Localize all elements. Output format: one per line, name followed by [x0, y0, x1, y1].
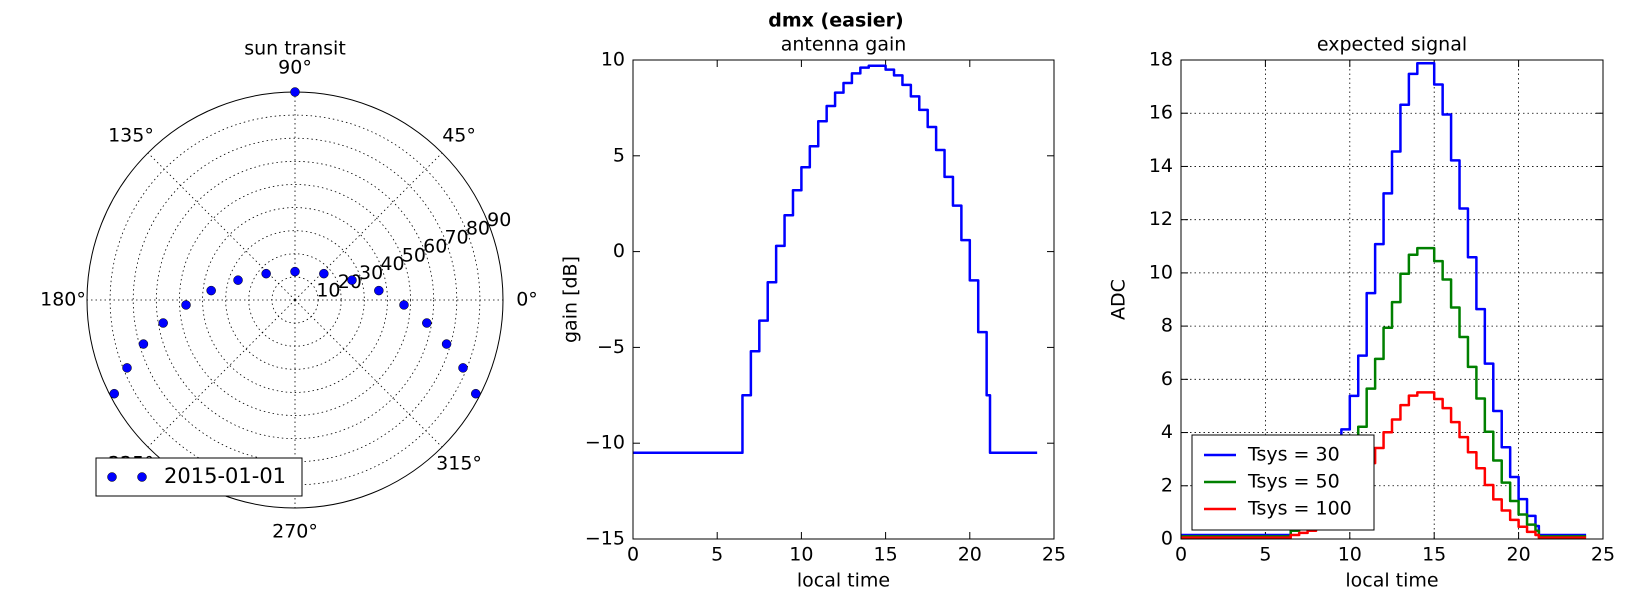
axes-frame — [632, 59, 1055, 540]
legend-label: Tsys = 30 — [1247, 444, 1340, 466]
x-tick-label: 25 — [1591, 544, 1615, 566]
grid-circle — [132, 137, 458, 463]
grid-circle — [202, 207, 388, 393]
data-point — [181, 300, 191, 310]
data-point — [399, 300, 409, 310]
y-tick-label: 6 — [1161, 368, 1173, 390]
x-tick-label: 10 — [1338, 544, 1362, 566]
data-point — [109, 388, 119, 399]
data-point — [458, 363, 468, 373]
r-tick-label: 80 — [466, 218, 490, 240]
grid-spoke — [147, 152, 296, 301]
theta-tick-label: 180° — [40, 289, 86, 311]
r-tick-label: 10 — [316, 280, 340, 302]
r-tick-label: 70 — [444, 227, 468, 249]
grid-circle — [155, 160, 435, 440]
legend-box — [95, 457, 303, 497]
y-axis-label: gain [dB] — [560, 256, 582, 343]
y-tick-label: 10 — [601, 49, 625, 71]
data-point — [138, 339, 149, 349]
data-point — [422, 318, 432, 328]
y-tick-label: 10 — [1149, 261, 1173, 283]
data-point — [441, 339, 452, 349]
chart-title: sun transit — [244, 38, 346, 60]
data-point — [122, 363, 132, 373]
data-line — [633, 64, 1038, 455]
y-tick-label: −5 — [597, 336, 625, 358]
x-axis-label: local time — [797, 570, 890, 592]
theta-tick-label: 315° — [436, 453, 482, 475]
y-axis-label: ADC — [1108, 279, 1130, 320]
theta-tick-label: 45° — [442, 124, 476, 146]
data-point — [471, 388, 481, 399]
grid-spoke — [294, 152, 443, 301]
y-tick-label: −10 — [585, 432, 625, 454]
grid-circle — [225, 230, 365, 370]
legend-label: Tsys = 100 — [1247, 498, 1352, 520]
x-axis-label: local time — [1345, 570, 1438, 592]
y-tick-label: 16 — [1149, 102, 1173, 124]
legend-marker — [137, 472, 147, 482]
y-tick-label: 2 — [1161, 474, 1173, 496]
r-tick-label: 30 — [359, 262, 383, 284]
legend-marker — [107, 472, 117, 482]
x-tick-label: 0 — [627, 544, 639, 566]
data-point — [233, 275, 243, 285]
r-tick-label: 90 — [487, 209, 511, 231]
data-point — [290, 266, 300, 277]
axes-frame — [1180, 59, 1604, 540]
x-tick-label: 20 — [1507, 544, 1531, 566]
r-tick-label: 50 — [402, 244, 426, 266]
chart-title: expected signal — [1317, 34, 1467, 56]
grid-spoke — [294, 299, 443, 448]
x-tick-label: 25 — [1042, 544, 1066, 566]
y-tick-label: 5 — [613, 144, 625, 166]
x-tick-label: 15 — [1422, 544, 1446, 566]
theta-tick-label: 0° — [516, 289, 538, 311]
r-tick-label: 60 — [423, 235, 447, 257]
data-point — [261, 268, 271, 279]
y-tick-label: −15 — [585, 528, 625, 550]
legend-label: Tsys = 50 — [1247, 471, 1340, 493]
data-point — [158, 318, 168, 328]
x-tick-label: 15 — [874, 544, 898, 566]
theta-tick-label: 90° — [278, 57, 312, 79]
data-point — [347, 275, 357, 285]
y-tick-label: 18 — [1149, 49, 1173, 71]
x-tick-label: 5 — [711, 544, 723, 566]
x-tick-label: 20 — [958, 544, 982, 566]
theta-tick-label: 135° — [108, 124, 154, 146]
y-tick-label: 0 — [613, 240, 625, 262]
legend-label: 2015-01-01 — [164, 464, 286, 488]
x-tick-label: 0 — [1175, 544, 1187, 566]
data-point — [290, 87, 300, 97]
data-point — [319, 268, 329, 279]
y-tick-label: 0 — [1161, 528, 1173, 550]
y-tick-label: 8 — [1161, 315, 1173, 337]
data-point — [374, 285, 384, 296]
y-tick-label: 14 — [1149, 155, 1173, 177]
figure-title: dmx (easier) — [768, 10, 903, 32]
data-point — [206, 285, 216, 296]
y-tick-label: 4 — [1161, 421, 1173, 443]
x-tick-label: 10 — [789, 544, 813, 566]
chart-title: antenna gain — [781, 34, 907, 56]
grid-circle — [179, 184, 411, 416]
y-tick-label: 12 — [1149, 208, 1173, 230]
x-tick-label: 5 — [1259, 544, 1271, 566]
theta-tick-label: 270° — [272, 521, 318, 543]
r-tick-label: 40 — [380, 253, 404, 275]
grid-spoke — [147, 299, 296, 448]
